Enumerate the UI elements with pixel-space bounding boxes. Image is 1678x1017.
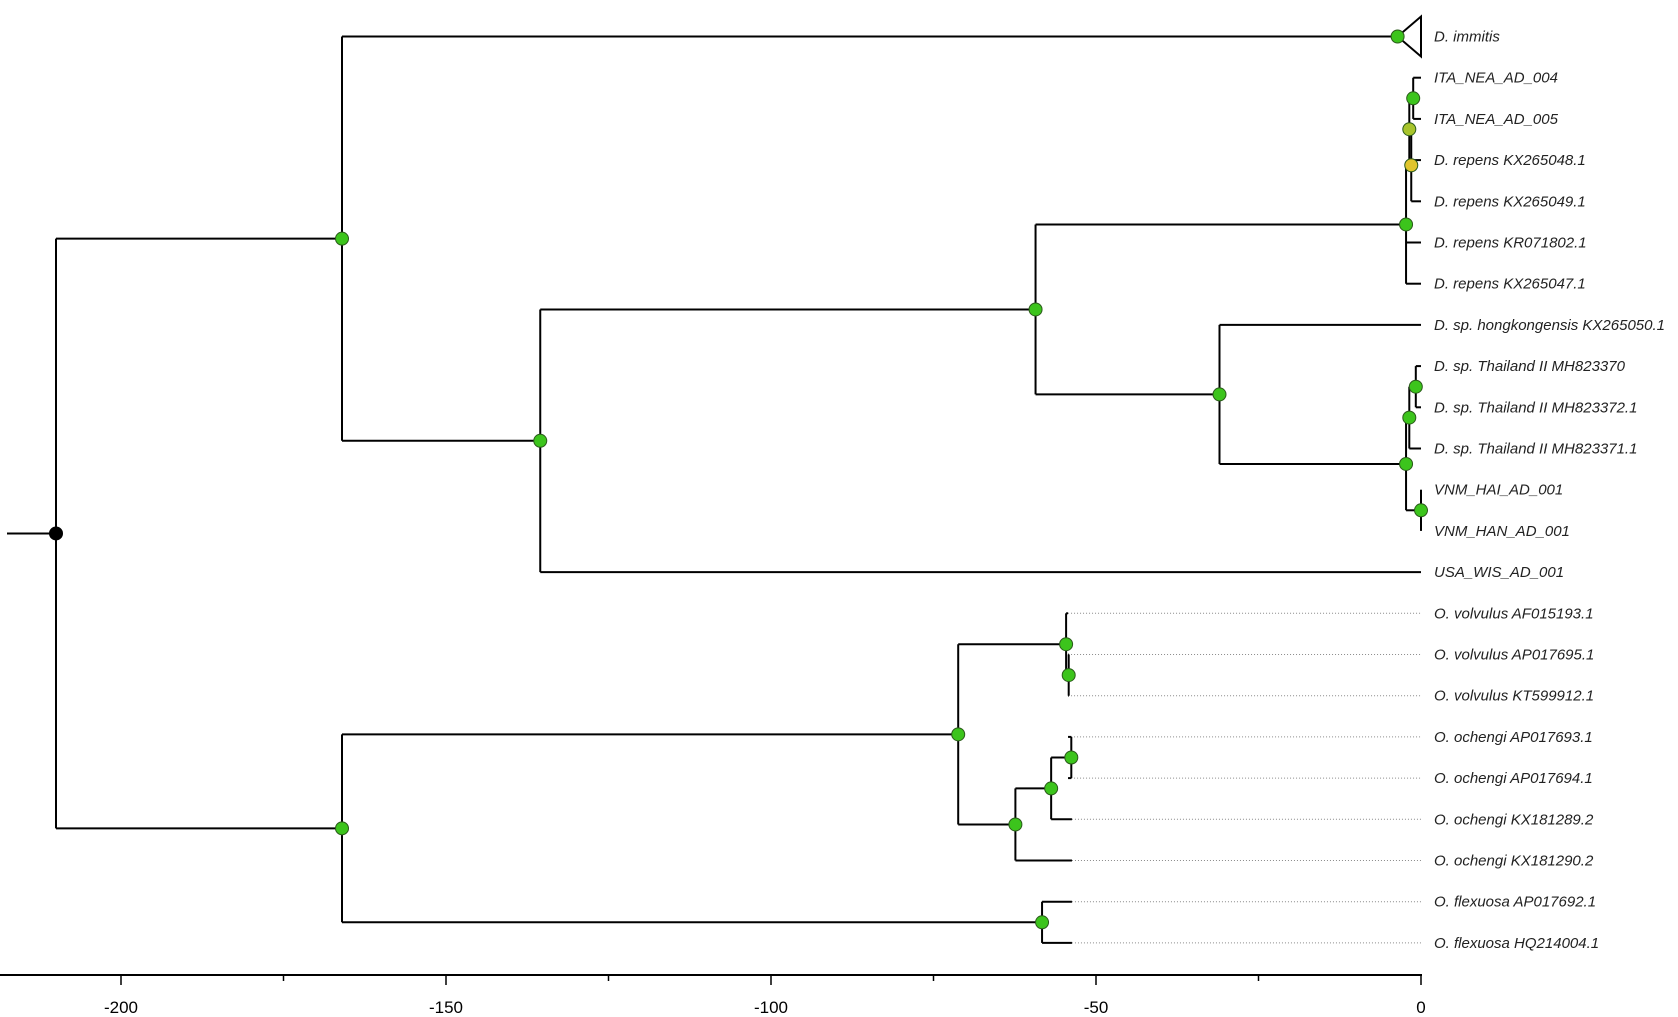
tip-label-o-flexuosa-hq214004: O. flexuosa HQ214004.1 (1434, 935, 1599, 952)
tip-label-o-ochengi-kx181290: O. ochengi KX181290.2 (1434, 853, 1594, 870)
node-volvulus-b-support-dot (1061, 668, 1076, 683)
node-thailand-vnm-support-dot (1399, 456, 1414, 471)
node-volvulus-support-dot (1059, 637, 1074, 652)
time-axis: -200 -150 -100 -50 0 (0, 974, 1426, 1017)
node-vnm-support-dot (1414, 503, 1428, 518)
tip-label-ita-nea-ad-005: ITA_NEA_AD_005 (1434, 111, 1559, 128)
tip-label-d-repens-kx265049: D. repens KX265049.1 (1434, 193, 1586, 210)
node-hongkongensis-support-dot (1212, 387, 1227, 402)
collapsed-clade-triangle (1396, 14, 1422, 59)
tip-labels: D. immitis ITA_NEA_AD_004 ITA_NEA_AD_005… (1434, 29, 1665, 952)
tip-label-ita-nea-ad-004: ITA_NEA_AD_004 (1434, 70, 1558, 87)
node-d-immitis-support-dot (1390, 29, 1405, 44)
tick-label-zero: 0 (1416, 998, 1425, 1017)
tick-label-neg200: -200 (104, 998, 138, 1017)
node-ochengi-a-support-dot (1064, 750, 1079, 765)
node-ita-support-dot (1406, 91, 1421, 106)
tip-connector-lines (1068, 612, 1422, 944)
node-repens-hk-support-dot (1028, 302, 1043, 317)
tick-label-neg50: -50 (1084, 998, 1109, 1017)
tip-label-d-sp-thailand-mh823371: D. sp. Thailand II MH823371.1 (1434, 441, 1637, 458)
node-repens-support-dot (1399, 217, 1414, 232)
node-thailand-a-support-dot (1408, 379, 1423, 394)
tip-label-d-repens-kx265048: D. repens KX265048.1 (1434, 152, 1586, 169)
node-ochengi-b-support-dot (1044, 781, 1059, 796)
tick-label-neg100: -100 (754, 998, 788, 1017)
tip-label-d-sp-thailand-mh823370: D. sp. Thailand II MH823370 (1434, 358, 1626, 375)
tip-label-o-volvulus-kt599912: O. volvulus KT599912.1 (1434, 688, 1594, 705)
tip-label-o-ochengi-kx181289: O. ochengi KX181289.2 (1434, 811, 1594, 828)
tip-label-usa-wis-ad-001: USA_WIS_AD_001 (1434, 564, 1564, 581)
node-thailand-b-support-dot (1402, 410, 1417, 425)
root-node (49, 526, 63, 541)
tip-label-d-immitis: D. immitis (1434, 29, 1500, 46)
tip-label-o-ochengi-ap017693: O. ochengi AP017693.1 (1434, 729, 1593, 746)
tip-label-vnm-hai-ad-001: VNM_HAI_AD_001 (1434, 482, 1563, 499)
tick-label-neg150: -150 (429, 998, 463, 1017)
tip-label-o-flexuosa-ap017692: O. flexuosa AP017692.1 (1434, 894, 1596, 911)
node-repens-b-support-dot (1402, 122, 1417, 137)
tip-label-d-sp-thailand-mh823372: D. sp. Thailand II MH823372.1 (1434, 399, 1637, 416)
tip-label-d-repens-kx265047: D. repens KX265047.1 (1434, 276, 1586, 293)
node-dirofilaria-support-dot (335, 231, 349, 246)
tip-label-d-sp-hongkongensis: D. sp. hongkongensis KX265050.1 (1434, 317, 1665, 334)
node-repens-a-support-dot (1404, 158, 1419, 173)
tip-label-o-volvulus-ap017695: O. volvulus AP017695.1 (1434, 647, 1594, 664)
axis-ticks (120, 975, 1422, 985)
node-onchocerca-support-dot (335, 821, 349, 836)
node-volvulus-ochengi-support-dot (951, 727, 966, 742)
tip-label-vnm-han-ad-001: VNM_HAN_AD_001 (1434, 523, 1570, 540)
node-usa-support-dot (533, 433, 548, 448)
collapsed-clade (1396, 14, 1422, 59)
node-ochengi-c-support-dot (1008, 817, 1023, 832)
tip-label-o-volvulus-af015193: O. volvulus AF015193.1 (1434, 605, 1594, 622)
tree-nodes (49, 29, 1428, 930)
tree-branches (7, 35, 1422, 944)
tip-label-o-ochengi-ap017694: O. ochengi AP017694.1 (1434, 770, 1593, 787)
tip-label-d-repens-kr071802: D. repens KR071802.1 (1434, 235, 1587, 252)
node-flexuosa-support-dot (1035, 915, 1050, 930)
